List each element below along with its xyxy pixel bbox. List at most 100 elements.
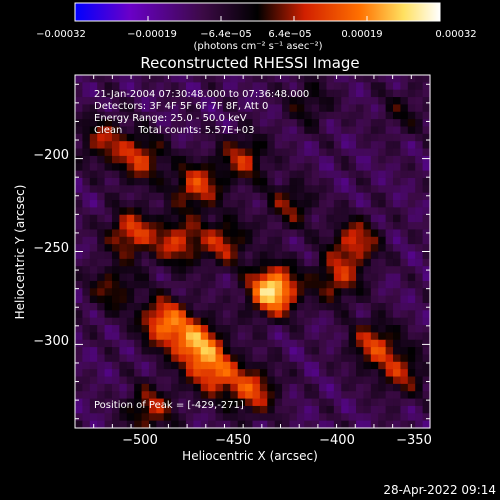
heatmap-cell [82,148,91,157]
heatmap-cell [370,155,379,164]
heatmap-cell [378,295,387,304]
heatmap-cell [97,104,106,113]
heatmap-cell [215,236,224,245]
heatmap-cell [119,383,128,392]
heatmap-cell [259,361,268,370]
heatmap-cell [89,97,98,106]
heatmap-cell [289,420,298,429]
heatmap-cell [385,133,394,142]
heatmap-cell [296,332,305,341]
heatmap-cell [341,111,350,120]
heatmap-cell [75,111,83,120]
heatmap-cell [193,126,202,135]
heatmap-cell [393,119,402,128]
heatmap-cell [193,251,202,260]
heatmap-cell [356,354,365,363]
heatmap-cell [178,236,187,245]
heatmap-cell [407,141,416,150]
heatmap-cell [156,200,165,208]
heatmap-cell [156,339,165,348]
heatmap-cell [282,391,291,400]
heatmap-cell [356,192,365,201]
heatmap-cell [134,332,143,341]
heatmap-cell [311,200,320,208]
heatmap-cell [415,317,424,326]
heatmap-cell [378,361,387,370]
heatmap-cell [422,332,431,341]
heatmap-cell [267,244,276,253]
heatmap-cell [415,126,424,135]
heatmap-cell [415,420,424,429]
heatmap-cell [126,141,135,150]
heatmap-cell [252,280,261,289]
heatmap-cell [378,310,387,319]
heatmap-cell [319,361,328,370]
heatmap-cell [215,325,224,333]
heatmap-cell [333,192,342,201]
heatmap-cell [400,369,409,378]
heatmap-cell [200,391,209,400]
heatmap-cell [141,420,150,429]
heatmap-cell [104,317,113,326]
heatmap-cell [274,310,283,319]
heatmap-cell [89,413,98,422]
heatmap-cell [82,119,91,128]
heatmap-cell [185,339,194,348]
heatmap-cell [400,258,409,267]
heatmap-cell [200,295,209,304]
heatmap-cell [311,244,320,253]
heatmap-cell [163,266,172,275]
heatmap-cell [245,97,254,106]
heatmap-cell [400,376,409,385]
heatmap-cell [267,133,276,142]
heatmap-cell [237,280,246,289]
heatmap-cell [311,75,320,83]
heatmap-cell [178,273,187,282]
heatmap-cell [237,229,246,238]
heatmap-cell [252,185,261,194]
heatmap-cell [148,214,157,223]
heatmap-cell [185,207,194,216]
heatmap-cell [274,75,283,83]
heatmap-cell [134,236,143,245]
heatmap-cell [111,126,120,135]
heatmap-cell [422,280,431,289]
heatmap-cell [111,177,120,186]
heatmap-cell [289,266,298,275]
heatmap-cell [282,97,291,106]
heatmap-cell [134,163,143,172]
heatmap-cell [363,236,372,245]
heatmap-cell [304,89,313,98]
heatmap-cell [267,266,276,275]
heatmap-cell [363,398,372,407]
heatmap-cell [370,222,379,231]
heatmap-cell [348,185,357,194]
heatmap-cell [400,391,409,400]
heatmap-cell [97,405,106,414]
heatmap-cell [171,185,180,194]
heatmap-cell [230,398,239,407]
heatmap-cell [363,383,372,392]
heatmap-cell [274,413,283,422]
heatmap-cell [348,82,357,91]
heatmap-cell [134,398,143,407]
heatmap-cell [163,354,172,363]
heatmap-cell [200,266,209,275]
heatmap-cell [274,376,283,385]
heatmap-cell [326,369,335,378]
heatmap-cell [75,405,83,414]
heatmap-cell [282,280,291,289]
heatmap-cell [296,236,305,245]
heatmap-cell [237,126,246,135]
heatmap-cell [134,280,143,289]
heatmap-cell [341,413,350,422]
heatmap-cell [393,391,402,400]
heatmap-cell [289,141,298,150]
heatmap-cell [134,251,143,260]
heatmap-cell [141,280,150,289]
heatmap-cell [407,398,416,407]
heatmap-cell [274,207,283,216]
heatmap-cell [230,420,239,429]
heatmap-cell [289,133,298,142]
heatmap-cell [326,222,335,231]
